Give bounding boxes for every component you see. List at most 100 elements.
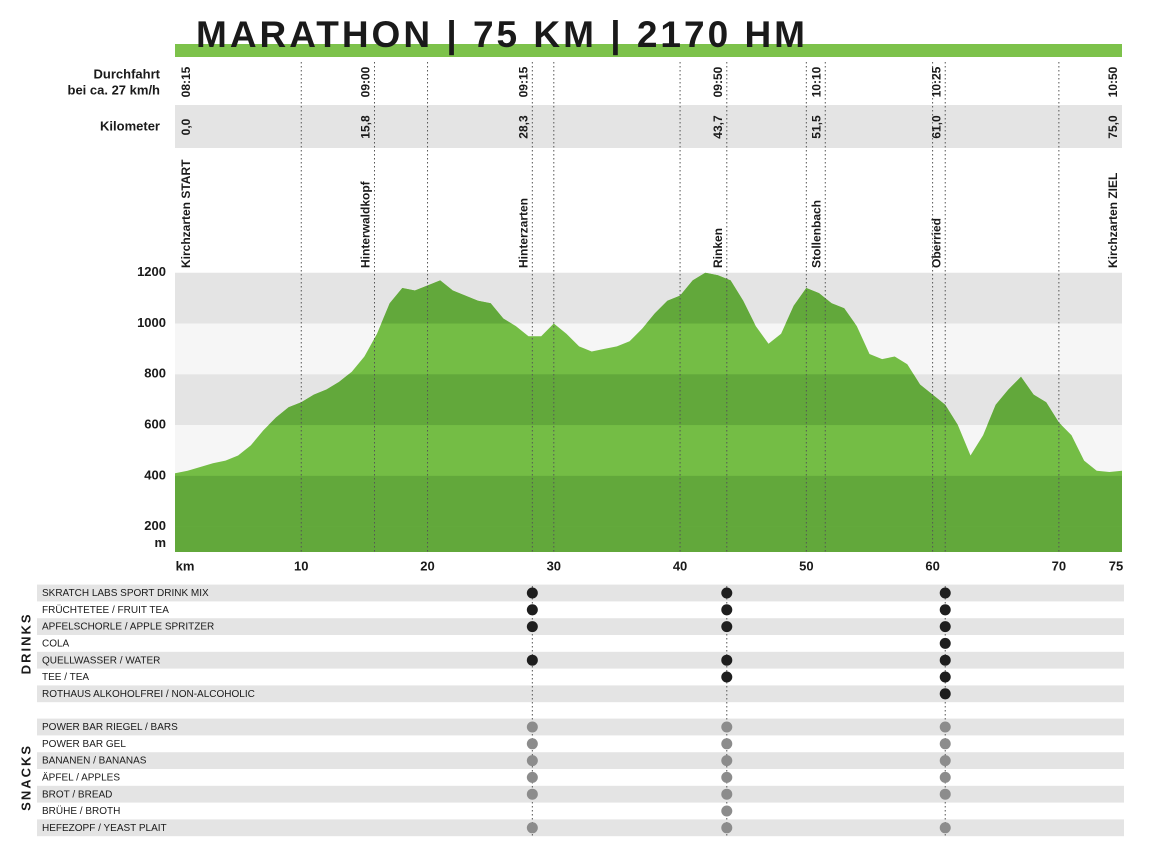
row-bg xyxy=(37,752,1124,769)
aid-dot xyxy=(526,587,538,599)
x-tick-label: 60 xyxy=(925,558,939,573)
row-label: QUELLWASSER / WATER xyxy=(42,655,160,666)
x-tick-label: 40 xyxy=(673,558,687,573)
aid-dot xyxy=(939,738,951,750)
aid-dot xyxy=(526,738,538,750)
km-label: Kilometer xyxy=(100,118,160,133)
station-name: Rinken xyxy=(711,228,725,268)
station-km: 0,0 xyxy=(179,118,193,135)
aid-dot xyxy=(939,788,951,800)
aid-dot xyxy=(526,771,538,783)
row-bg xyxy=(37,685,1124,703)
aid-dot xyxy=(721,822,733,834)
band xyxy=(175,272,1122,324)
aid-dot xyxy=(939,671,951,683)
x-tick-label: 30 xyxy=(547,558,561,573)
station-km: 15,8 xyxy=(359,115,373,139)
station-km: 51,5 xyxy=(809,115,823,139)
x-tick-label: 70 xyxy=(1052,558,1066,573)
y-tick-label: 1200 xyxy=(137,264,166,279)
row-bg xyxy=(37,584,1124,602)
pass-label: Durchfahrt xyxy=(94,66,161,81)
station-km: 75,0 xyxy=(1106,115,1120,139)
aid-dot xyxy=(939,654,951,666)
aid-dot xyxy=(939,621,951,633)
aid-dot xyxy=(721,721,733,733)
aid-dot xyxy=(939,688,951,700)
aid-dot xyxy=(526,604,538,616)
aid-dot xyxy=(939,721,951,733)
aid-dot xyxy=(526,822,538,834)
aid-dot xyxy=(721,654,733,666)
station-time: 10:25 xyxy=(929,66,943,97)
aid-dot xyxy=(526,755,538,767)
dark-band xyxy=(175,475,1122,527)
row-bg xyxy=(37,718,1124,736)
row-label: ROTHAUS ALKOHOLFREI / NON-ALCOHOLIC xyxy=(42,689,255,700)
aid-dot xyxy=(939,822,951,834)
station-time: 09:15 xyxy=(517,66,531,97)
aid-dot xyxy=(939,587,951,599)
aid-dot xyxy=(526,621,538,633)
aid-dot xyxy=(939,755,951,767)
row-bg xyxy=(37,785,1124,803)
station-name: Hinterzarten xyxy=(517,198,531,268)
pass-label: bei ca. 27 km/h xyxy=(68,82,161,97)
title-bar xyxy=(175,44,1122,57)
aid-dot xyxy=(721,788,733,800)
y-tick-label: 1000 xyxy=(137,315,166,330)
aid-dot xyxy=(721,755,733,767)
row-label: COLA xyxy=(42,639,70,650)
row-bg xyxy=(37,651,1124,669)
row-label: SKRATCH LABS SPORT DRINK MIX xyxy=(42,588,209,599)
x-tick-label: 50 xyxy=(799,558,813,573)
aid-dot xyxy=(939,637,951,649)
row-label: BANANEN / BANANAS xyxy=(42,756,147,767)
aid-dot xyxy=(721,587,733,599)
y-tick-label: 400 xyxy=(144,467,166,482)
row-label: TEE / TEA xyxy=(42,672,89,683)
row-label: FRÜCHTETEE / FRUIT TEA xyxy=(42,604,169,616)
aid-dot xyxy=(721,604,733,616)
group-title: DRINKS xyxy=(18,612,33,674)
station-name: Oberried xyxy=(929,218,943,268)
aid-dot xyxy=(721,671,733,683)
aid-dot xyxy=(526,788,538,800)
station-name: Kirchzarten START xyxy=(179,159,193,268)
y-tick-label: 600 xyxy=(144,417,166,432)
station-name: Kirchzarten ZIEL xyxy=(1106,173,1120,268)
y-tick-label: 800 xyxy=(144,366,166,381)
station-km: 28,3 xyxy=(517,115,531,139)
aid-dot xyxy=(939,604,951,616)
x-tick-label: 10 xyxy=(294,558,308,573)
aid-dot xyxy=(939,771,951,783)
station-name: Stollenbach xyxy=(809,200,823,268)
aid-dot xyxy=(721,805,733,817)
station-time: 10:10 xyxy=(809,66,823,97)
station-km: 43,7 xyxy=(711,115,725,139)
row-bg xyxy=(37,618,1124,635)
row-label: POWER BAR GEL xyxy=(42,739,126,750)
y-tick-label: 200 xyxy=(144,518,166,533)
dark-band xyxy=(175,526,1122,552)
y-unit: m xyxy=(154,535,166,550)
row-label: APFELSCHORLE / APPLE SPRITZER xyxy=(42,622,214,633)
aid-dot xyxy=(526,721,538,733)
aid-dot xyxy=(526,654,538,666)
station-time: 10:50 xyxy=(1106,66,1120,97)
station-time: 09:50 xyxy=(711,66,725,97)
x-unit: km xyxy=(176,558,195,573)
station-name: Hinterwaldkopf xyxy=(359,180,373,268)
aid-dot xyxy=(721,621,733,633)
row-label: POWER BAR RIEGEL / BARS xyxy=(42,722,178,733)
x-tick-label: 20 xyxy=(420,558,434,573)
aid-dot xyxy=(721,738,733,750)
group-title: SNACKS xyxy=(18,744,33,811)
station-time: 09:00 xyxy=(359,66,373,97)
row-label: ÄPFEL / APPLES xyxy=(42,772,120,784)
row-label: BRÜHE / BROTH xyxy=(42,805,120,817)
x-tick-label: 75 xyxy=(1109,558,1123,573)
row-label: HEFEZOPF / YEAST PLAIT xyxy=(42,823,167,834)
km-row-bg xyxy=(175,105,1122,148)
